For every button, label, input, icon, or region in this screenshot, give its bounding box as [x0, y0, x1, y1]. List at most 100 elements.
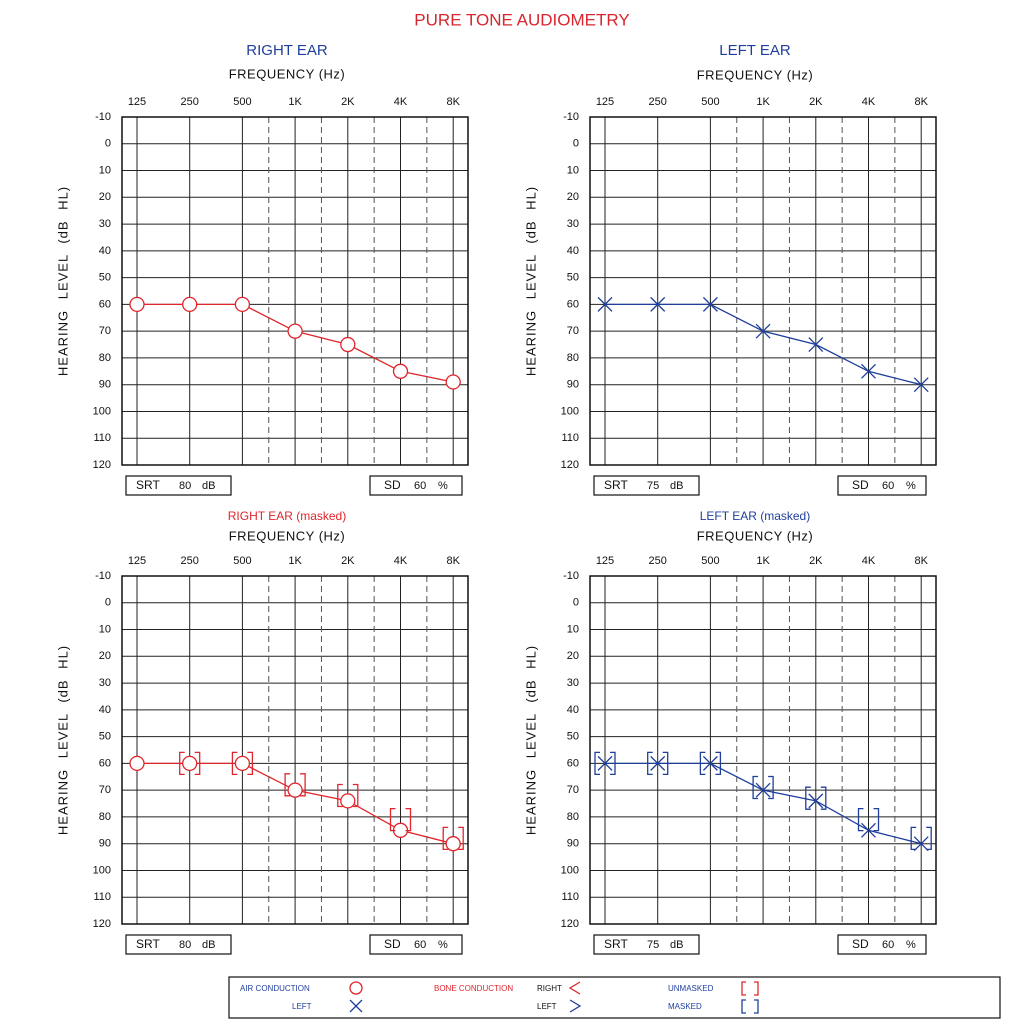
legend-symbol: [741, 981, 759, 996]
y-tick-label: 0: [573, 597, 579, 609]
x-axis-label: FREQUENCY (Hz): [697, 528, 814, 543]
sd-box: [369, 475, 463, 496]
x-tick-label: 2K: [809, 96, 823, 108]
y-tick-label: 20: [567, 650, 579, 662]
y-tick-label: 40: [567, 704, 579, 716]
y-tick-label: 80: [99, 352, 111, 364]
x-tick-label: 500: [233, 555, 251, 567]
y-tick-label: 10: [567, 164, 579, 176]
srt-box: [125, 934, 232, 955]
x-tick-label: 125: [596, 555, 614, 567]
legend: AIR CONDUCTION LEFT BONE CONDUCTION RIGH…: [228, 976, 1001, 1019]
air-marker: [702, 755, 718, 771]
x-axis-label: FREQUENCY (Hz): [697, 67, 814, 82]
air-marker: [861, 363, 876, 379]
sd-label: SD: [384, 478, 401, 492]
legend-text: RIGHT: [537, 984, 562, 993]
x-tick-label: 500: [701, 555, 719, 567]
air-marker: [287, 323, 303, 339]
masked-marker: [805, 786, 827, 810]
masked-marker: [179, 751, 201, 776]
y-tick-label: 70: [567, 784, 579, 796]
srt-value: 80: [179, 480, 191, 492]
sd-label: SD: [852, 937, 869, 951]
y-tick-label: 120: [93, 459, 111, 471]
x-tick-label: 8K: [914, 96, 928, 108]
air-marker: [650, 755, 666, 771]
y-tick-label: 40: [99, 704, 111, 716]
air-marker: [913, 836, 929, 852]
masked-marker: [337, 783, 359, 808]
air-marker: [340, 336, 356, 353]
y-tick-label: 90: [99, 838, 111, 850]
plot-frame: [589, 116, 937, 466]
x-tick-label: 1K: [288, 555, 302, 567]
masked-marker: [594, 751, 616, 776]
air-marker: [129, 755, 145, 772]
y-tick-label: -10: [563, 111, 579, 123]
x-tick-label: 250: [181, 96, 199, 108]
plot-frame: [121, 116, 469, 466]
sd-unit: %: [438, 480, 448, 492]
x-tick-label: 8K: [914, 555, 928, 567]
y-tick-label: 110: [93, 891, 111, 903]
y-axis-label: HEARING LEVEL (dB HL): [55, 186, 70, 376]
y-axis-label: HEARING LEVEL (dB HL): [523, 186, 538, 376]
x-tick-label: 2K: [341, 96, 355, 108]
air-marker: [340, 793, 356, 809]
srt-unit: dB: [670, 480, 683, 492]
y-tick-label: 90: [99, 379, 111, 391]
page-title: PURE TONE AUDIOMETRY: [414, 10, 629, 29]
x-tick-label: 8K: [446, 96, 460, 108]
srt-unit: dB: [670, 939, 683, 951]
y-tick-label: 20: [99, 650, 111, 662]
x-tick-label: 4K: [394, 96, 408, 108]
legend-text: BONE CONDUCTION: [434, 984, 513, 993]
x-tick-label: 125: [596, 96, 614, 108]
y-tick-label: 30: [567, 218, 579, 230]
y-tick-label: 70: [99, 784, 111, 796]
sd-label: SD: [384, 937, 401, 951]
legend-symbol: [349, 999, 363, 1013]
y-tick-label: 10: [99, 164, 111, 176]
y-tick-label: 10: [567, 623, 579, 635]
x-tick-label: 4K: [862, 555, 876, 567]
x-tick-label: 1K: [288, 96, 302, 108]
panel-title: LEFT EAR (masked): [700, 509, 810, 523]
legend-text: MASKED: [668, 1002, 702, 1011]
audiogram: RIGHT EAR (masked) FREQUENCY (Hz) HEARING …: [55, 509, 469, 955]
y-tick-label: 0: [105, 597, 111, 609]
air-marker: [182, 755, 198, 772]
y-axis-label: HEARING LEVEL (dB HL): [55, 645, 70, 835]
sd-box: [837, 475, 927, 496]
air-marker: [392, 363, 409, 379]
masked-marker: [910, 826, 932, 850]
srt-label: SRT: [136, 937, 160, 951]
legend-symbol: [349, 981, 363, 995]
panel-title: RIGHT EAR: [246, 42, 328, 59]
air-marker: [445, 374, 461, 390]
x-tick-label: 2K: [341, 555, 355, 567]
masked-marker: [699, 751, 722, 776]
y-tick-label: 80: [567, 811, 579, 823]
y-tick-label: 50: [567, 272, 579, 284]
audiogram: RIGHT EAR FREQUENCY (Hz) HEARING LEVEL (dB…: [55, 42, 469, 496]
srt-label: SRT: [604, 478, 628, 492]
y-tick-label: 100: [561, 864, 579, 876]
y-tick-label: 120: [561, 459, 579, 471]
srt-box: [593, 475, 700, 496]
masked-marker: [389, 807, 412, 832]
panel-title: LEFT EAR: [719, 42, 791, 59]
sd-value: 60: [414, 939, 426, 951]
y-tick-label: 40: [99, 245, 111, 257]
masked-marker: [231, 751, 254, 776]
y-tick-label: 120: [93, 918, 111, 930]
sd-unit: %: [438, 939, 448, 951]
legend-text: LEFT: [537, 1002, 557, 1011]
y-tick-label: 110: [93, 432, 111, 444]
srt-unit: dB: [202, 939, 215, 951]
srt-value: 75: [647, 480, 659, 492]
air-marker: [234, 296, 251, 313]
air-marker: [445, 836, 461, 852]
